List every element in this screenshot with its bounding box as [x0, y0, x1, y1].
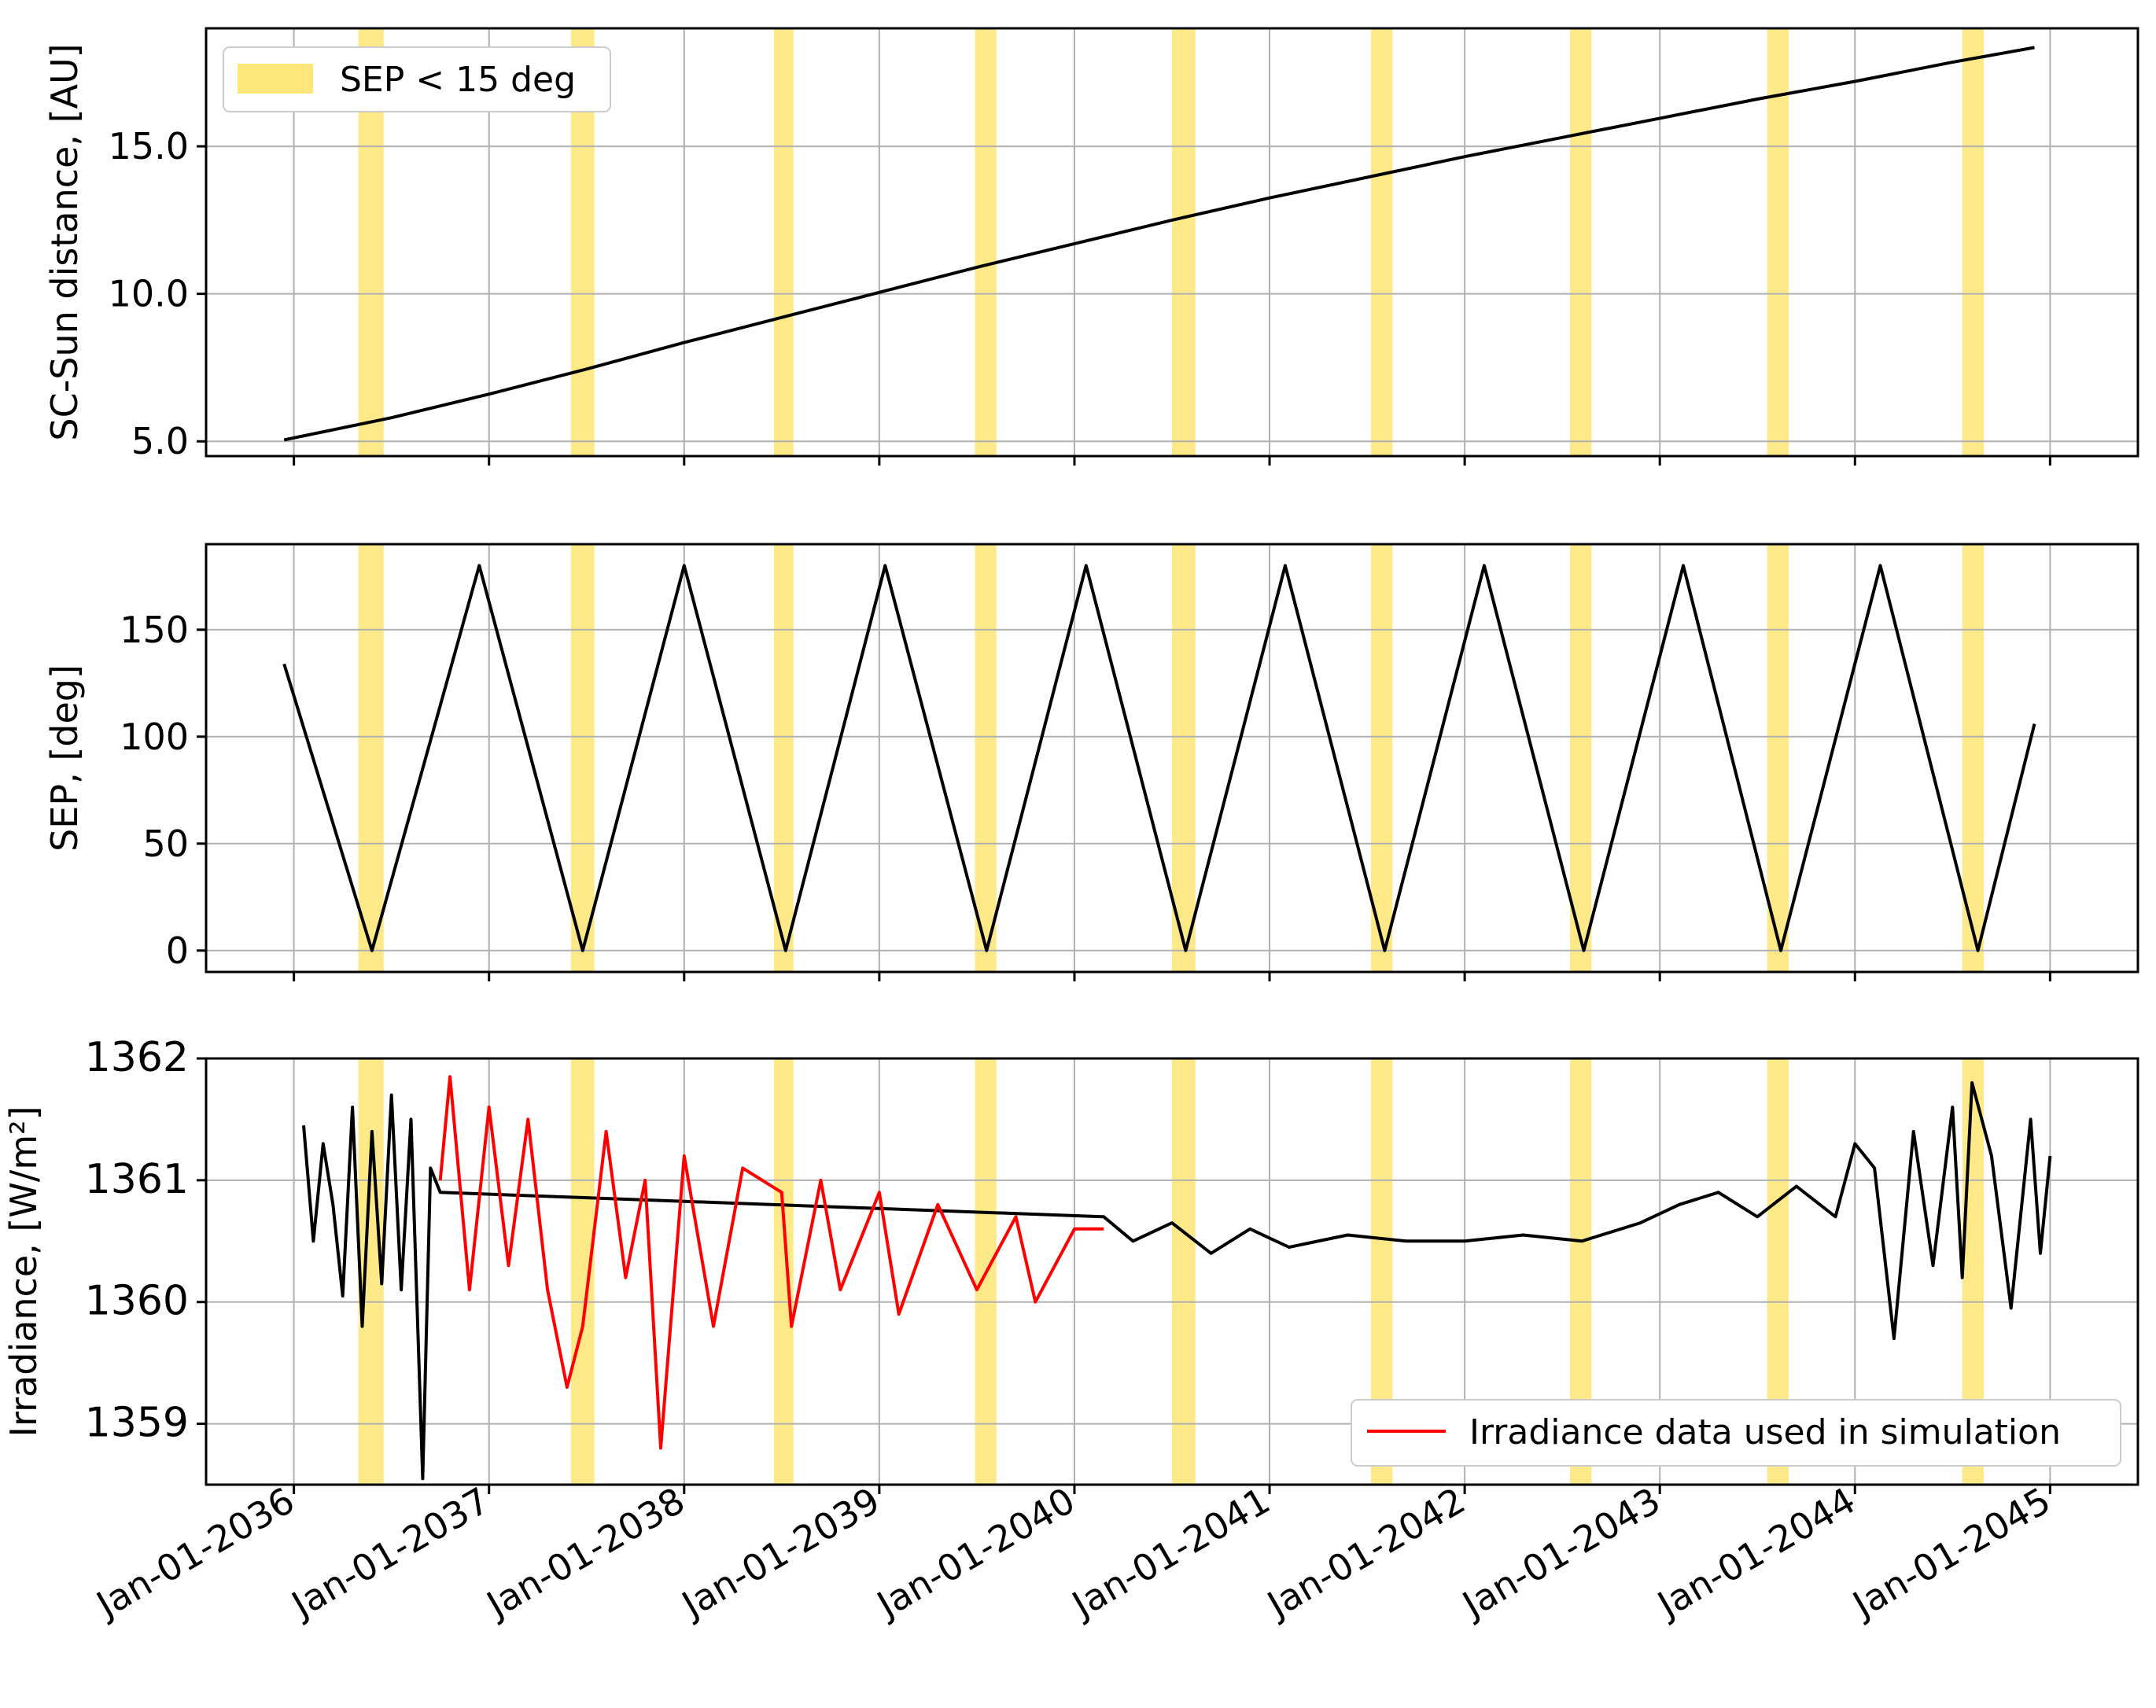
yticks-middle: 0 50 100 150 — [120, 609, 206, 972]
sep-band — [1371, 544, 1393, 972]
y-tick-label: 1360 — [85, 1278, 189, 1325]
ylabel-top: SC-Sun distance, [AU] — [43, 43, 86, 440]
y-tick-label: 100 — [120, 716, 189, 758]
y-tick-label: 1362 — [85, 1034, 189, 1081]
x-tick-labels: Jan-01-2036Jan-01-2037Jan-01-2038Jan-01-… — [87, 1479, 2058, 1627]
sep-band — [773, 28, 794, 456]
y-tick-label: 0 — [166, 929, 189, 972]
y-tick-label: 150 — [120, 609, 189, 651]
y-tick-label: 1361 — [85, 1156, 189, 1203]
sep-band — [570, 544, 595, 972]
legend-label-sep: SEP < 15 deg — [340, 60, 576, 100]
y-tick-label: 50 — [142, 823, 189, 865]
axes-frame-middle — [205, 543, 2139, 974]
series-bottom — [302, 1075, 2052, 1481]
y-tick-label: 10.0 — [109, 273, 189, 315]
panel-irradiance: 1359 1360 1361 1362 Irradiance, [W/m²] Irra… — [2, 1034, 2139, 1494]
sep-band — [975, 544, 997, 972]
panel-sep: 0 50 100 150 SEP, [deg] — [43, 543, 2139, 981]
series-top — [283, 46, 2035, 442]
x-tick-label: Jan-01-2044 — [1649, 1479, 1863, 1627]
x-tick-label: Jan-01-2042 — [1259, 1479, 1472, 1627]
yticks-bottom: 1359 1360 1361 1362 — [85, 1034, 206, 1447]
panel-sc-sun-distance: 5.0 10.0 15.0 SC-Sun distance, [AU] SEP < … — [43, 27, 2139, 466]
sep-band — [1767, 544, 1789, 972]
legend-frame-irradiance — [1351, 1399, 2121, 1467]
sep-band — [1172, 28, 1196, 456]
sep-band — [773, 544, 794, 972]
x-tick-label: Jan-01-2045 — [1844, 1479, 2058, 1627]
sep-band — [1371, 28, 1393, 456]
sep-band — [1570, 28, 1592, 456]
legend-irradiance: Irradiance data used in simulation — [1351, 1399, 2121, 1467]
sep-band — [773, 1058, 794, 1485]
series-line-black — [302, 1081, 2052, 1481]
sep-band — [570, 1058, 595, 1485]
yticks-top: 5.0 10.0 15.0 — [109, 125, 206, 462]
y-tick-label: 15.0 — [109, 125, 189, 167]
sep-band — [1172, 544, 1196, 972]
sep-band — [1570, 544, 1592, 972]
x-tick-label: Jan-01-2043 — [1454, 1479, 1668, 1627]
y-tick-label: 5.0 — [131, 420, 189, 462]
series-line-black — [282, 564, 2036, 952]
legend-frame-sep — [223, 46, 611, 112]
sep-band — [975, 28, 997, 456]
grid-middle — [206, 544, 2138, 981]
sep-band — [1962, 28, 1985, 456]
x-tick-label: Jan-01-2037 — [282, 1479, 496, 1627]
series-line-black — [283, 46, 2035, 442]
x-tick-label: Jan-01-2038 — [477, 1479, 691, 1627]
x-tick-label: Jan-01-2040 — [868, 1479, 1082, 1627]
x-tick-label: Jan-01-2036 — [87, 1479, 301, 1627]
ylabel-bottom: Irradiance, [W/m²] — [2, 1106, 45, 1437]
series-line-red — [438, 1075, 1104, 1450]
sep-band — [1172, 1058, 1196, 1485]
grid-top — [206, 28, 2138, 466]
y-tick-label: 1359 — [85, 1400, 189, 1447]
x-tick-label: Jan-01-2041 — [1063, 1479, 1277, 1627]
series-middle — [282, 564, 2036, 952]
axes-frame-top — [205, 27, 2139, 458]
sep-bands-middle — [358, 544, 1985, 972]
x-tick-label: Jan-01-2039 — [673, 1479, 887, 1627]
legend-sep: SEP < 15 deg — [223, 46, 611, 112]
legend-swatch-sep — [238, 64, 313, 94]
legend-label-irradiance: Irradiance data used in simulation — [1469, 1412, 2061, 1452]
sep-band — [358, 544, 384, 972]
axes-frame-bottom — [205, 1057, 2139, 1486]
ylabel-middle: SEP, [deg] — [43, 664, 86, 852]
sep-band — [1767, 28, 1789, 456]
